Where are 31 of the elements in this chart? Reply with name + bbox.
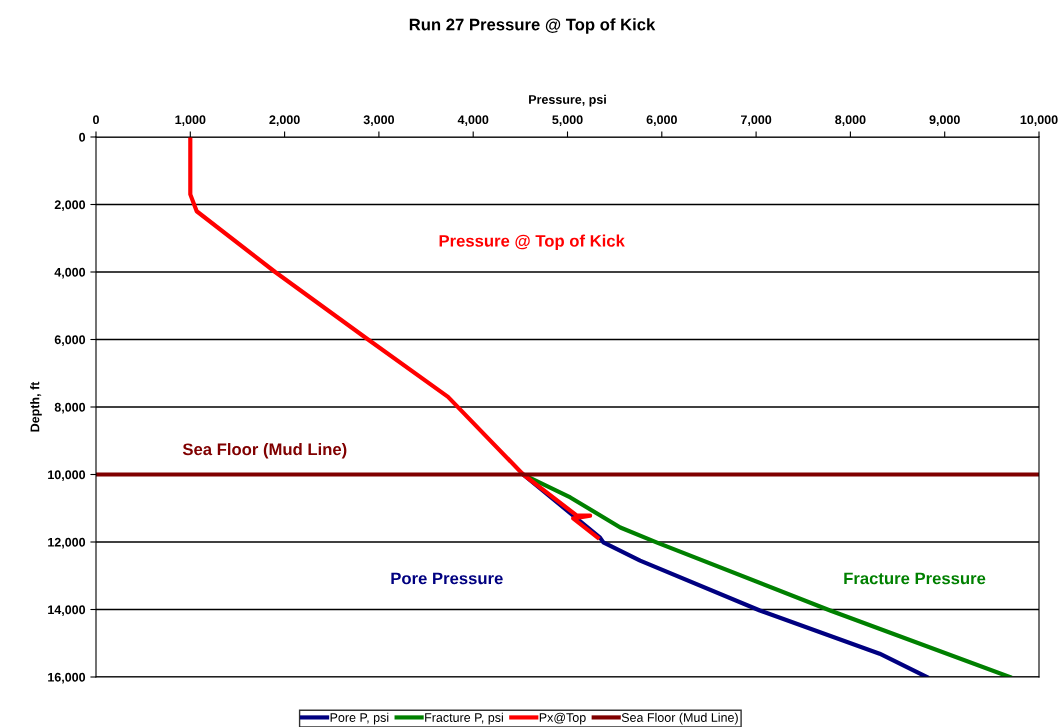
x-tick-label: 3,000	[363, 115, 395, 126]
x-tick-label: 9,000	[929, 115, 960, 126]
legend-label: Px@Top	[539, 712, 586, 725]
chart-title: Run 27 Pressure @ Top of Kick	[409, 18, 656, 34]
x-tick-label: 4,000	[457, 115, 489, 126]
x-axis-title: Pressure, psi	[529, 94, 606, 107]
y-tick-label: 6,000	[54, 335, 86, 346]
y-tick-label: 14,000	[48, 605, 86, 616]
annotation: Sea Floor (Mud Line)	[182, 442, 347, 459]
x-tick-label: 2,000	[269, 115, 300, 126]
y-tick-label: 16,000	[48, 672, 86, 684]
y-tick-label: 2,000	[54, 200, 86, 211]
annotation: Pressure @ Top of Kick	[439, 234, 625, 251]
legend-label: Pore P, psi	[330, 712, 389, 725]
legend-label: Sea Floor (Mud Line)	[621, 712, 738, 725]
y-tick-label: 4,000	[54, 267, 86, 279]
y-tick-label: 0	[79, 132, 86, 142]
y-axis-title: Depth, ft	[30, 381, 42, 432]
x-tick-label: 6,000	[646, 115, 677, 126]
x-tick-label: 10,000	[1020, 115, 1058, 126]
x-tick-label: 5,000	[552, 115, 583, 126]
annotation: Pore Pressure	[391, 572, 503, 585]
x-tick-label: 0	[93, 115, 99, 125]
y-tick-label: 8,000	[54, 402, 86, 414]
y-tick-label: 12,000	[48, 537, 86, 549]
x-tick-label: 8,000	[835, 115, 866, 126]
x-tick-label: 7,000	[741, 115, 772, 126]
legend-label: Fracture P, psi	[425, 712, 503, 725]
y-tick-label: 10,000	[48, 470, 86, 481]
annotation: Fracture Pressure	[844, 572, 986, 585]
x-tick-label: 1,000	[175, 115, 206, 126]
